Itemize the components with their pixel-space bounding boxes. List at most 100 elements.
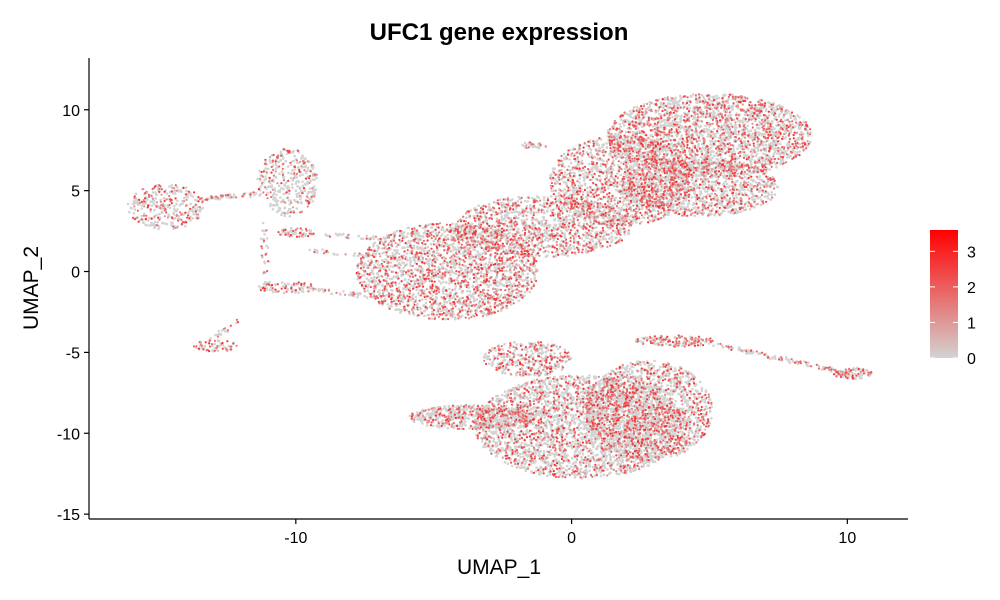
cell-point: [738, 144, 742, 147]
cell-point: [550, 173, 553, 176]
cell-point: [381, 285, 385, 288]
cell-point: [609, 236, 612, 240]
cell-point: [445, 311, 448, 315]
cell-point: [160, 211, 164, 214]
cell-point: [186, 195, 189, 199]
cell-point: [692, 115, 696, 119]
cell-point: [203, 344, 207, 348]
cell-point: [370, 268, 374, 272]
cell-point: [769, 142, 772, 145]
cell-point: [717, 109, 720, 113]
cell-point: [493, 266, 497, 270]
cell-point: [547, 239, 550, 243]
cell-point: [444, 235, 447, 238]
cell-point: [434, 232, 438, 235]
cell-point: [381, 259, 384, 262]
cell-point: [419, 281, 422, 285]
cell-point: [697, 142, 700, 146]
cell-point: [364, 262, 367, 265]
cell-point: [171, 191, 175, 195]
cell-point: [569, 161, 573, 165]
cell-point: [286, 165, 290, 168]
cell-point: [582, 179, 586, 182]
cell-point: [297, 180, 300, 184]
cell-point: [144, 202, 147, 205]
cell-point: [525, 218, 529, 221]
cell-point: [301, 180, 304, 183]
cell-point: [577, 221, 581, 225]
cell-point: [373, 275, 376, 279]
cell-point: [505, 281, 508, 285]
cell-point: [315, 176, 318, 180]
cell-point: [747, 130, 750, 133]
cell-point: [798, 116, 801, 119]
cell-point: [595, 246, 598, 249]
cell-point: [783, 119, 787, 122]
cell-point: [743, 142, 747, 146]
cell-point: [516, 200, 519, 203]
cell-point: [295, 161, 299, 164]
cell-point: [540, 223, 543, 227]
cell-point: [531, 243, 534, 246]
cell-point: [547, 223, 551, 227]
cell-point: [699, 108, 703, 111]
cell-point: [191, 195, 195, 198]
cell-point: [151, 191, 155, 194]
cell-point: [697, 145, 700, 148]
cell-point: [293, 232, 297, 236]
cell-point: [743, 113, 747, 117]
cell-point: [554, 224, 557, 228]
cell-point: [563, 165, 566, 169]
cell-point: [395, 308, 399, 311]
cell-point: [430, 275, 433, 279]
cell-point: [520, 219, 524, 222]
cell-point: [746, 120, 749, 124]
cell-point: [722, 93, 725, 97]
cell-point: [421, 298, 424, 301]
cell-point: [502, 202, 506, 206]
cell-point: [419, 247, 423, 250]
cell-point: [155, 193, 158, 197]
cell-point: [661, 106, 665, 110]
cell-point: [406, 226, 410, 230]
cell-point: [613, 202, 617, 206]
cell-point: [450, 249, 454, 253]
cell-point: [662, 118, 666, 122]
cell-point: [635, 221, 638, 224]
cell-point: [404, 278, 407, 281]
cell-point: [275, 158, 278, 161]
cell-point: [690, 178, 693, 182]
cell-point: [777, 115, 780, 118]
cell-point: [598, 244, 602, 247]
cell-point: [283, 192, 287, 196]
cell-point: [471, 292, 475, 296]
cell-point: [485, 283, 489, 287]
cell-point: [264, 167, 268, 170]
cell-point: [607, 171, 611, 175]
cell-point: [411, 294, 414, 298]
cell-point: [470, 222, 474, 226]
cell-point: [588, 162, 591, 166]
cell-point: [706, 135, 709, 138]
cell-point: [424, 297, 428, 301]
cell-point: [454, 248, 458, 251]
cell-point: [568, 158, 571, 161]
cell-point: [619, 208, 623, 211]
cell-point: [271, 193, 275, 196]
cell-point: [623, 138, 627, 142]
cell-point: [280, 213, 283, 217]
cell-point: [310, 190, 313, 194]
cell-point: [276, 199, 280, 203]
cell-point: [590, 229, 594, 232]
cell-point: [593, 155, 596, 159]
cell-point: [269, 204, 272, 208]
cell-point: [432, 239, 436, 243]
cell-point: [711, 95, 714, 99]
cell-point: [782, 115, 785, 119]
cell-point: [266, 191, 269, 195]
cell-point: [465, 216, 468, 220]
cell-point: [147, 216, 151, 220]
cell-point: [564, 228, 567, 231]
cell-point: [771, 119, 774, 123]
cell-point: [449, 273, 452, 277]
